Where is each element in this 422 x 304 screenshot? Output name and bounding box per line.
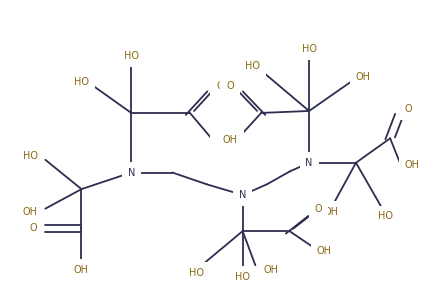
Text: HO: HO [22, 151, 38, 161]
Text: HO: HO [235, 272, 250, 282]
Text: HO: HO [189, 268, 204, 278]
Text: O: O [226, 81, 234, 91]
Text: O: O [216, 81, 224, 91]
Text: OH: OH [216, 135, 231, 145]
Text: N: N [306, 158, 313, 168]
Text: HO: HO [245, 61, 260, 71]
Text: OH: OH [223, 135, 238, 145]
Text: HO: HO [302, 44, 316, 54]
Text: OH: OH [263, 265, 278, 275]
Text: OH: OH [323, 207, 338, 216]
Text: N: N [127, 168, 135, 178]
Text: OH: OH [356, 72, 371, 82]
Text: OH: OH [317, 246, 332, 256]
Text: OH: OH [74, 265, 89, 275]
Text: OH: OH [405, 160, 420, 170]
Text: O: O [405, 104, 412, 114]
Text: O: O [315, 204, 322, 214]
Text: HO: HO [124, 51, 139, 61]
Text: OH: OH [22, 207, 38, 216]
Text: HO: HO [74, 77, 89, 87]
Text: O: O [30, 223, 38, 233]
Text: N: N [239, 190, 246, 200]
Text: HO: HO [378, 212, 393, 222]
